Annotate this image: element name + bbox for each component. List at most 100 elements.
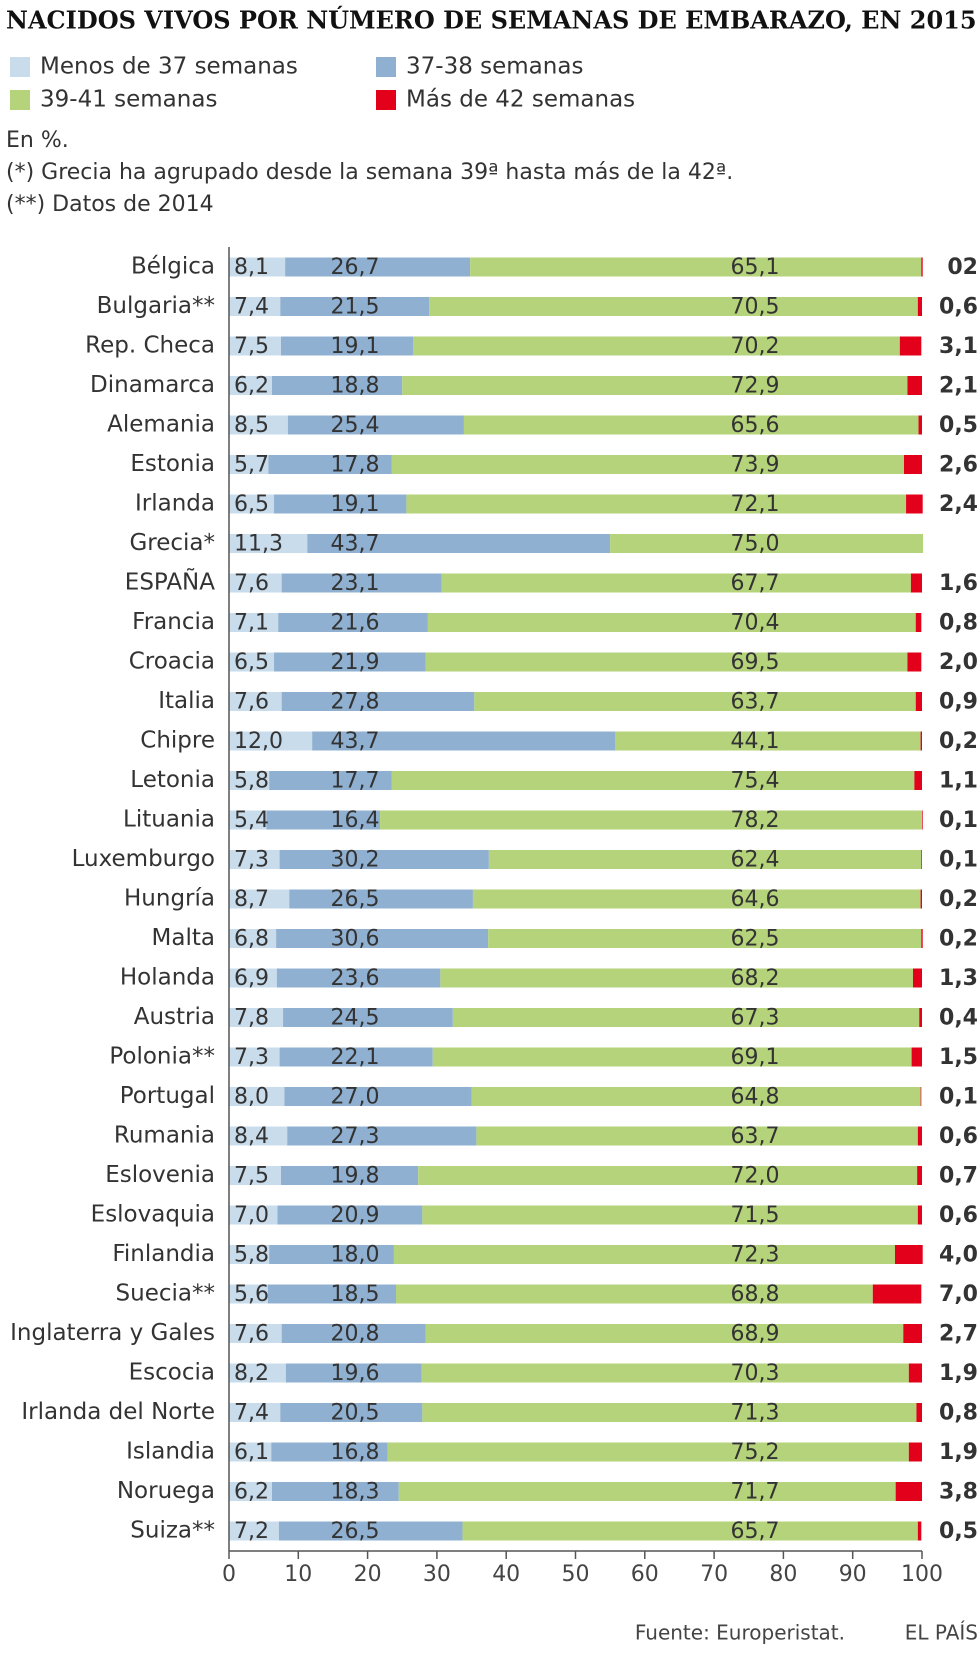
bar-segment bbox=[911, 1047, 922, 1067]
x-tick-label: 0 bbox=[222, 1562, 236, 1587]
bar-segment bbox=[413, 336, 900, 356]
bar-segment bbox=[894, 1245, 923, 1264]
value-label: 72,1 bbox=[731, 492, 780, 517]
legend-label: 39-41 semanas bbox=[40, 87, 217, 113]
value-label: 21,5 bbox=[331, 295, 380, 320]
value-label: 75,4 bbox=[731, 769, 780, 794]
value-label: 25,4 bbox=[331, 413, 380, 438]
value-label: 64,8 bbox=[731, 1085, 780, 1110]
value-label: 18,8 bbox=[331, 374, 380, 399]
bar-segment bbox=[279, 1047, 433, 1067]
value-label: 70,2 bbox=[731, 334, 780, 359]
bar-segment bbox=[229, 455, 269, 474]
bar-segment bbox=[229, 1087, 285, 1106]
bar-segment bbox=[906, 494, 923, 514]
bar-segment bbox=[229, 297, 281, 316]
value-label: 7,0 bbox=[939, 1282, 978, 1307]
bar-segment bbox=[440, 968, 913, 988]
bar-segment bbox=[281, 1324, 426, 1343]
value-label: 7,3 bbox=[234, 1045, 269, 1070]
value-label: 0,4 bbox=[939, 1006, 978, 1031]
category-label: Dinamarca bbox=[90, 372, 215, 398]
category-label: Italia bbox=[158, 688, 215, 714]
value-label: 1,6 bbox=[939, 571, 978, 596]
bar-segment bbox=[278, 1521, 463, 1541]
source: Fuente: Europeristat. bbox=[635, 1621, 845, 1645]
value-label: 68,9 bbox=[731, 1322, 780, 1347]
bar-segment bbox=[229, 968, 277, 988]
bar-segment bbox=[919, 1008, 922, 1027]
category-label: Estonia bbox=[130, 451, 215, 477]
x-tick-label: 90 bbox=[839, 1562, 867, 1587]
bar-segment bbox=[425, 1324, 904, 1343]
value-label: 71,3 bbox=[731, 1401, 780, 1426]
bar-segment bbox=[277, 1205, 423, 1225]
value-label: 7,8 bbox=[234, 1006, 269, 1031]
value-label: 30,2 bbox=[331, 848, 380, 873]
bar-segment bbox=[396, 1284, 873, 1304]
value-label: 7,4 bbox=[234, 295, 269, 320]
bar-segment bbox=[427, 613, 916, 632]
value-label: 3,8 bbox=[939, 1480, 978, 1505]
value-label: 64,6 bbox=[731, 887, 780, 912]
value-label: 8,4 bbox=[234, 1124, 269, 1149]
legend-label: Menos de 37 semanas bbox=[40, 54, 298, 80]
category-label: Grecia* bbox=[129, 530, 215, 556]
value-label: 0,5 bbox=[939, 1519, 978, 1544]
bar-segment bbox=[229, 1324, 282, 1343]
bar-segment bbox=[421, 1363, 909, 1383]
category-label: Suecia** bbox=[116, 1281, 215, 1307]
bar-segment bbox=[271, 1442, 388, 1462]
bar-segment bbox=[269, 771, 392, 790]
bar-segment bbox=[229, 810, 267, 830]
bar-segment bbox=[391, 455, 904, 474]
category-label: Lituania bbox=[123, 807, 215, 833]
value-label: 43,7 bbox=[331, 729, 380, 754]
value-label: 8,7 bbox=[234, 887, 269, 912]
bar-segment bbox=[280, 297, 430, 316]
bar-segment bbox=[907, 652, 922, 672]
category-label: Islandia bbox=[126, 1439, 215, 1465]
value-label: 27,8 bbox=[331, 690, 380, 715]
value-label: 18,5 bbox=[331, 1282, 380, 1307]
bar-segment bbox=[271, 376, 403, 395]
value-label: 27,3 bbox=[331, 1124, 380, 1149]
bar-segment bbox=[229, 613, 279, 632]
value-label: 67,3 bbox=[731, 1006, 780, 1031]
bar-segment bbox=[229, 1482, 272, 1501]
bar-segment bbox=[274, 494, 407, 514]
bar-segment bbox=[229, 692, 282, 711]
bar-segment bbox=[918, 415, 922, 435]
category-label: Polonia** bbox=[109, 1044, 215, 1070]
value-label: 65,1 bbox=[731, 255, 780, 280]
value-label: 20,9 bbox=[331, 1203, 380, 1228]
bar-segment bbox=[488, 850, 922, 869]
bar-segment bbox=[422, 1403, 917, 1422]
bar-segment bbox=[916, 1403, 922, 1422]
value-label: 26,5 bbox=[331, 1519, 380, 1544]
bar-segment bbox=[229, 889, 290, 909]
value-label: 0,1 bbox=[939, 808, 978, 833]
value-label: 21,6 bbox=[331, 611, 380, 636]
value-label: 30,6 bbox=[331, 927, 380, 952]
value-label: 2,0 bbox=[939, 650, 978, 675]
value-label: 7,3 bbox=[234, 848, 269, 873]
value-label: 7,0 bbox=[234, 1203, 269, 1228]
value-label: 19,1 bbox=[331, 334, 380, 359]
bar-segment bbox=[287, 415, 464, 435]
category-label: Eslovenia bbox=[105, 1162, 215, 1188]
value-label: 0,6 bbox=[939, 1124, 978, 1149]
value-label: 75,0 bbox=[731, 532, 780, 557]
x-tick-label: 80 bbox=[769, 1562, 797, 1587]
value-label: 73,9 bbox=[731, 453, 780, 478]
bar-segment bbox=[274, 652, 426, 672]
category-label: Malta bbox=[152, 925, 215, 951]
bar-segment bbox=[907, 376, 922, 395]
bar-segment bbox=[917, 297, 922, 316]
value-label: 27,0 bbox=[331, 1085, 380, 1110]
value-label: 20,5 bbox=[331, 1401, 380, 1426]
chart-title: NACIDOS VIVOS POR NÚMERO DE SEMANAS DE E… bbox=[6, 6, 977, 35]
value-label: 5,8 bbox=[234, 1243, 269, 1268]
bar-segment bbox=[229, 376, 272, 395]
